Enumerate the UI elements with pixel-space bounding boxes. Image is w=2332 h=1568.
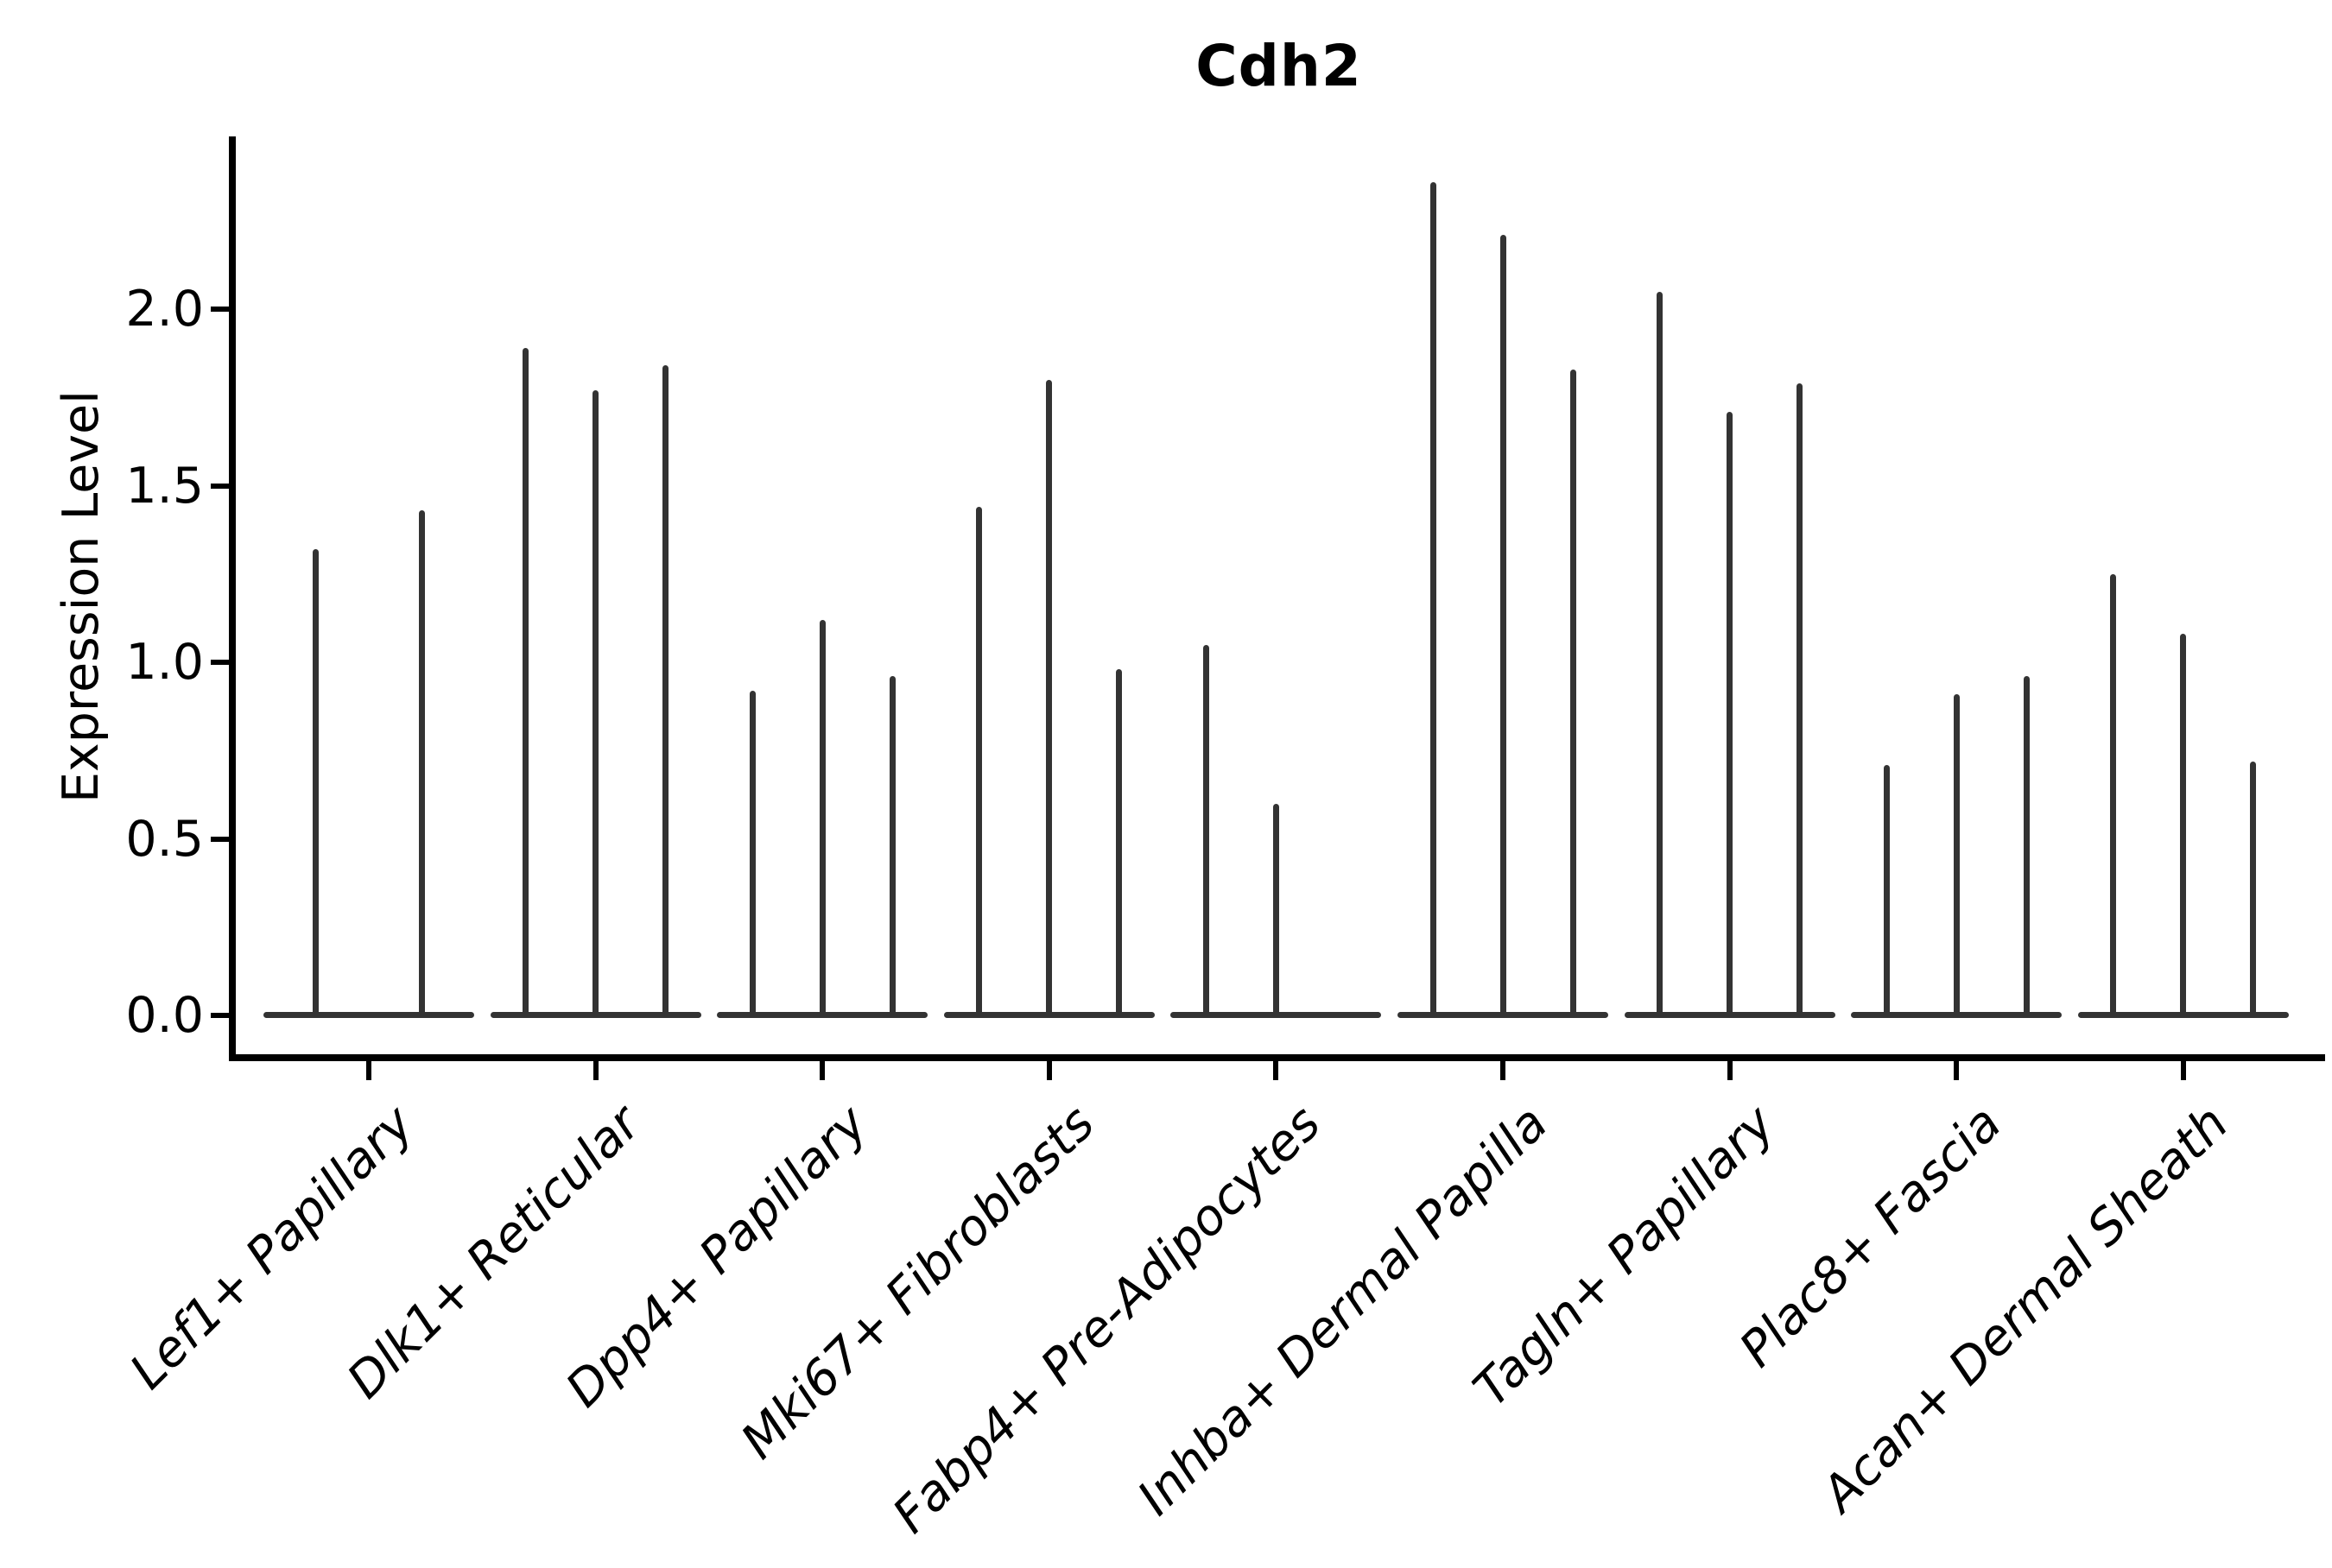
violin-needle	[1499, 235, 1506, 1015]
violin-needle	[2110, 573, 2117, 1015]
x-tick-mark	[1500, 1061, 1505, 1080]
violin-needle	[313, 549, 319, 1015]
violin-needle	[1202, 644, 1209, 1015]
violin-baseline	[263, 1012, 474, 1018]
x-tick-mark	[820, 1061, 826, 1080]
violin-needle	[2250, 761, 2257, 1015]
violin-plot: Cdh2 Expression Level 2.0 1.5 1.0 0.5 0.0 Le…	[35, 14, 2332, 1568]
violin-needle	[2023, 676, 2030, 1015]
y-axis-spine	[229, 136, 236, 1061]
violin-needle	[1797, 383, 1803, 1015]
y-tick-label: 2.0	[125, 281, 204, 338]
x-tick-mark	[1273, 1061, 1279, 1080]
violin-needle	[2180, 634, 2187, 1015]
y-tick-label: 0.5	[125, 810, 204, 868]
x-tick-mark	[1954, 1061, 1960, 1080]
y-tick-mark	[211, 307, 231, 312]
violin-needle	[662, 365, 669, 1015]
y-tick-label: 0.0	[125, 987, 204, 1044]
violin-needle	[1569, 369, 1576, 1015]
y-tick-mark	[211, 1013, 231, 1018]
y-axis-label: Expression Level	[53, 390, 110, 803]
plot-title: Cdh2	[1195, 33, 1362, 99]
y-tick-mark	[211, 836, 231, 842]
violin-needle	[523, 347, 529, 1015]
x-tick-mark	[1727, 1061, 1733, 1080]
x-tick-mark	[1046, 1061, 1052, 1080]
violin-needle	[419, 510, 425, 1015]
x-tick-mark	[593, 1061, 599, 1080]
violin-needle	[1272, 803, 1279, 1015]
x-axis-label: Inhba+ Dermal Papilla	[1126, 1095, 1559, 1527]
violin-needle	[1953, 693, 1960, 1015]
violin-needle	[1116, 669, 1123, 1015]
violin-needle	[1727, 411, 1733, 1015]
violin-needle	[819, 619, 826, 1015]
x-axis-spine	[229, 1054, 2325, 1061]
violin-needle	[1657, 291, 1663, 1015]
y-tick-label: 1.5	[125, 457, 204, 515]
x-axis-label: Acan+ Dermal Sheath	[1810, 1095, 2240, 1523]
y-axis-label-box: Expression Level	[47, 338, 116, 856]
violin-needle	[593, 390, 599, 1015]
x-axis-label: Fabp4+ Pre-Adipocytes	[882, 1095, 1333, 1545]
y-tick-mark	[211, 660, 231, 665]
violin-needle	[889, 676, 896, 1015]
x-tick-mark	[2180, 1061, 2186, 1080]
x-tick-mark	[366, 1061, 371, 1080]
violin-needle	[1429, 181, 1436, 1015]
violin-needle	[749, 690, 756, 1015]
y-tick-mark	[211, 483, 231, 489]
violin-needle	[976, 507, 983, 1015]
violin-needle	[1883, 764, 1890, 1015]
violin-needle	[1046, 379, 1053, 1015]
y-tick-label: 1.0	[125, 634, 204, 691]
